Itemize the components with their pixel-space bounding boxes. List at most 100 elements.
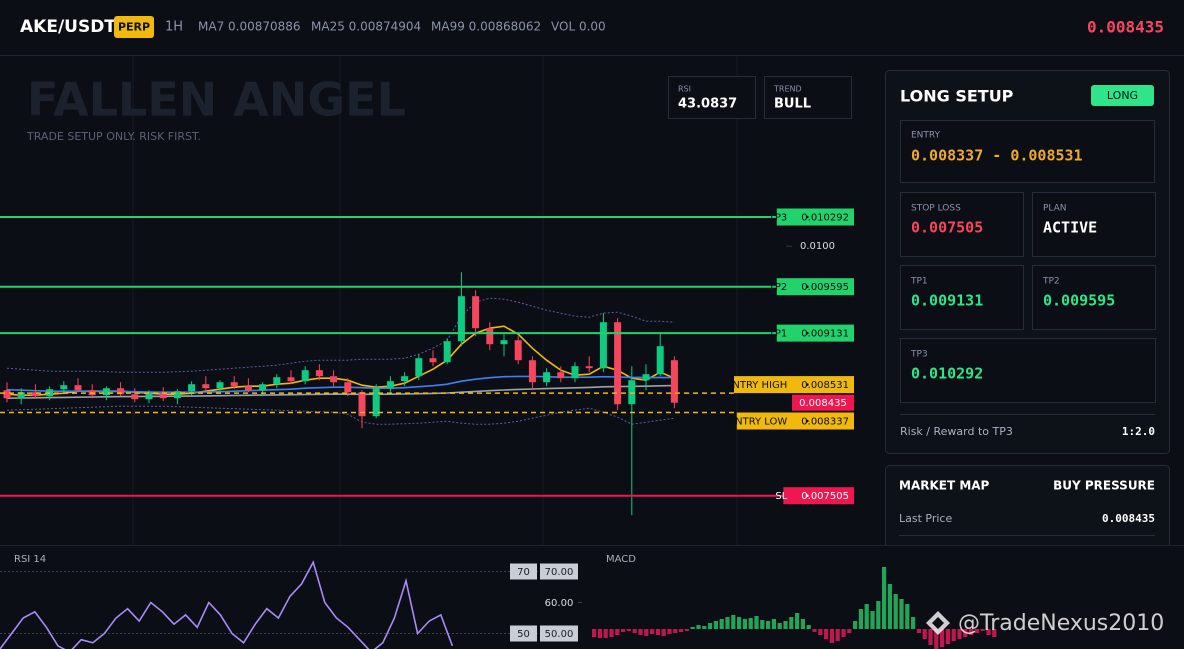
macd-bar: [905, 604, 910, 629]
macd-bar: [597, 629, 602, 638]
macd-bar: [835, 629, 840, 641]
rsi-tick-label: 70.00: [545, 567, 574, 578]
entry-box: [900, 120, 1155, 183]
candle-body: [244, 386, 252, 391]
setup-card-value: 0.009131: [911, 292, 983, 310]
candle-body: [614, 322, 622, 405]
macd-bar: [615, 629, 620, 635]
macd-bar: [673, 629, 678, 633]
ma-line: [6, 384, 675, 399]
rsi-tick-box: [540, 625, 578, 642]
macd-bar: [771, 619, 776, 629]
macd-bar: [911, 617, 916, 629]
macd-bar: [887, 584, 892, 629]
watermark-subtitle: TRADE SETUP ONLY. RISK FIRST.: [26, 130, 201, 143]
market-title: MARKET MAP: [899, 479, 990, 493]
macd-bar: [829, 629, 834, 643]
candle-body: [102, 388, 110, 396]
candle-body: [500, 340, 508, 345]
candle-body: [642, 374, 650, 381]
macd-bar: [742, 619, 747, 629]
setup-card-value: ACTIVE: [1043, 219, 1097, 237]
separator-dot: [805, 419, 809, 423]
level-box: [776, 324, 854, 342]
candle-body: [259, 384, 267, 391]
stat-box: [668, 76, 756, 119]
macd-bar: [847, 629, 852, 633]
macd-bar: [679, 629, 684, 632]
rsi-badge-box: [510, 625, 537, 642]
rsi-badge: 50: [517, 629, 530, 640]
macd-bar: [789, 617, 794, 629]
candle-body: [386, 381, 394, 389]
macd-bar: [766, 621, 771, 629]
level-label: SL 0.007505: [775, 491, 849, 502]
rr-label: Risk / Reward to TP3: [900, 425, 1013, 438]
level-box: [776, 208, 854, 226]
indicator: MA25 0.00874904: [311, 20, 421, 34]
setup-card-value: 0.009595: [1043, 292, 1115, 310]
macd-bar: [986, 629, 991, 635]
candle-body: [585, 366, 593, 369]
level-value: 0.009131: [801, 329, 849, 340]
rsi-chart: 70 70.00 60.00 50 50.00: [0, 560, 582, 649]
level-label: TP3 0.010292: [768, 213, 849, 224]
macd-bar: [870, 611, 875, 629]
candle-body: [557, 372, 565, 379]
candle-body: [173, 391, 181, 399]
candle-body: [628, 380, 636, 405]
candle-body: [17, 392, 25, 399]
separator-dot: [805, 331, 809, 335]
macd-bar: [708, 623, 713, 629]
direction-badge: [1091, 85, 1154, 106]
separator-dot: [805, 383, 809, 386]
level-box: [734, 376, 854, 394]
macd-bar: [609, 629, 614, 637]
macd-bar: [957, 629, 962, 639]
level-label: ENTRY HIGH 0.008531: [726, 380, 849, 391]
setup-card-box: [900, 338, 1156, 403]
entry-label: ENTRY: [911, 131, 941, 141]
rsi-title: RSI 14: [14, 554, 46, 565]
perp-label: PERP: [118, 21, 150, 34]
rsi-badge: 70: [517, 567, 530, 578]
level-box: [776, 278, 854, 296]
macd-bar: [638, 629, 643, 635]
market-row-label: Last Price: [899, 512, 952, 525]
timeframe[interactable]: 1H: [165, 20, 183, 35]
level-value: 0.008531: [801, 380, 849, 391]
macd-bar: [922, 629, 927, 639]
macd-chart: [592, 567, 997, 649]
candle-body: [543, 372, 551, 383]
candle-body: [60, 385, 68, 390]
setup-card-box: [900, 192, 1024, 257]
setup-card-label: TP2: [1042, 277, 1060, 287]
macd-bar: [945, 629, 950, 644]
band-line: [6, 405, 675, 425]
setup-card-box: [900, 265, 1024, 330]
separator-dot: [805, 215, 809, 219]
candle-body: [216, 382, 224, 389]
price-tick-label: 0.0100: [800, 241, 835, 252]
candle-body: [287, 377, 295, 382]
candle-body: [74, 385, 82, 391]
macd-bar: [812, 629, 817, 632]
stat-label: TREND: [773, 85, 802, 94]
indicator: MA7 0.00870886: [198, 20, 301, 34]
macd-bar: [940, 629, 945, 647]
stat-value: BULL: [774, 97, 811, 112]
macd-bar: [893, 594, 898, 629]
macd-bar: [963, 629, 968, 637]
macd-bar: [795, 613, 800, 629]
setup-card-box: [1032, 265, 1156, 330]
macd-bar: [980, 629, 985, 631]
candle-body: [230, 382, 238, 387]
candle-body: [3, 390, 11, 399]
level-value: 0.008337: [801, 417, 849, 428]
candle-body: [31, 392, 39, 397]
candle-body: [599, 322, 607, 369]
macd-bar: [748, 618, 753, 629]
candle-body: [401, 376, 409, 382]
level-box: [736, 412, 854, 430]
macd-bar: [858, 609, 863, 629]
